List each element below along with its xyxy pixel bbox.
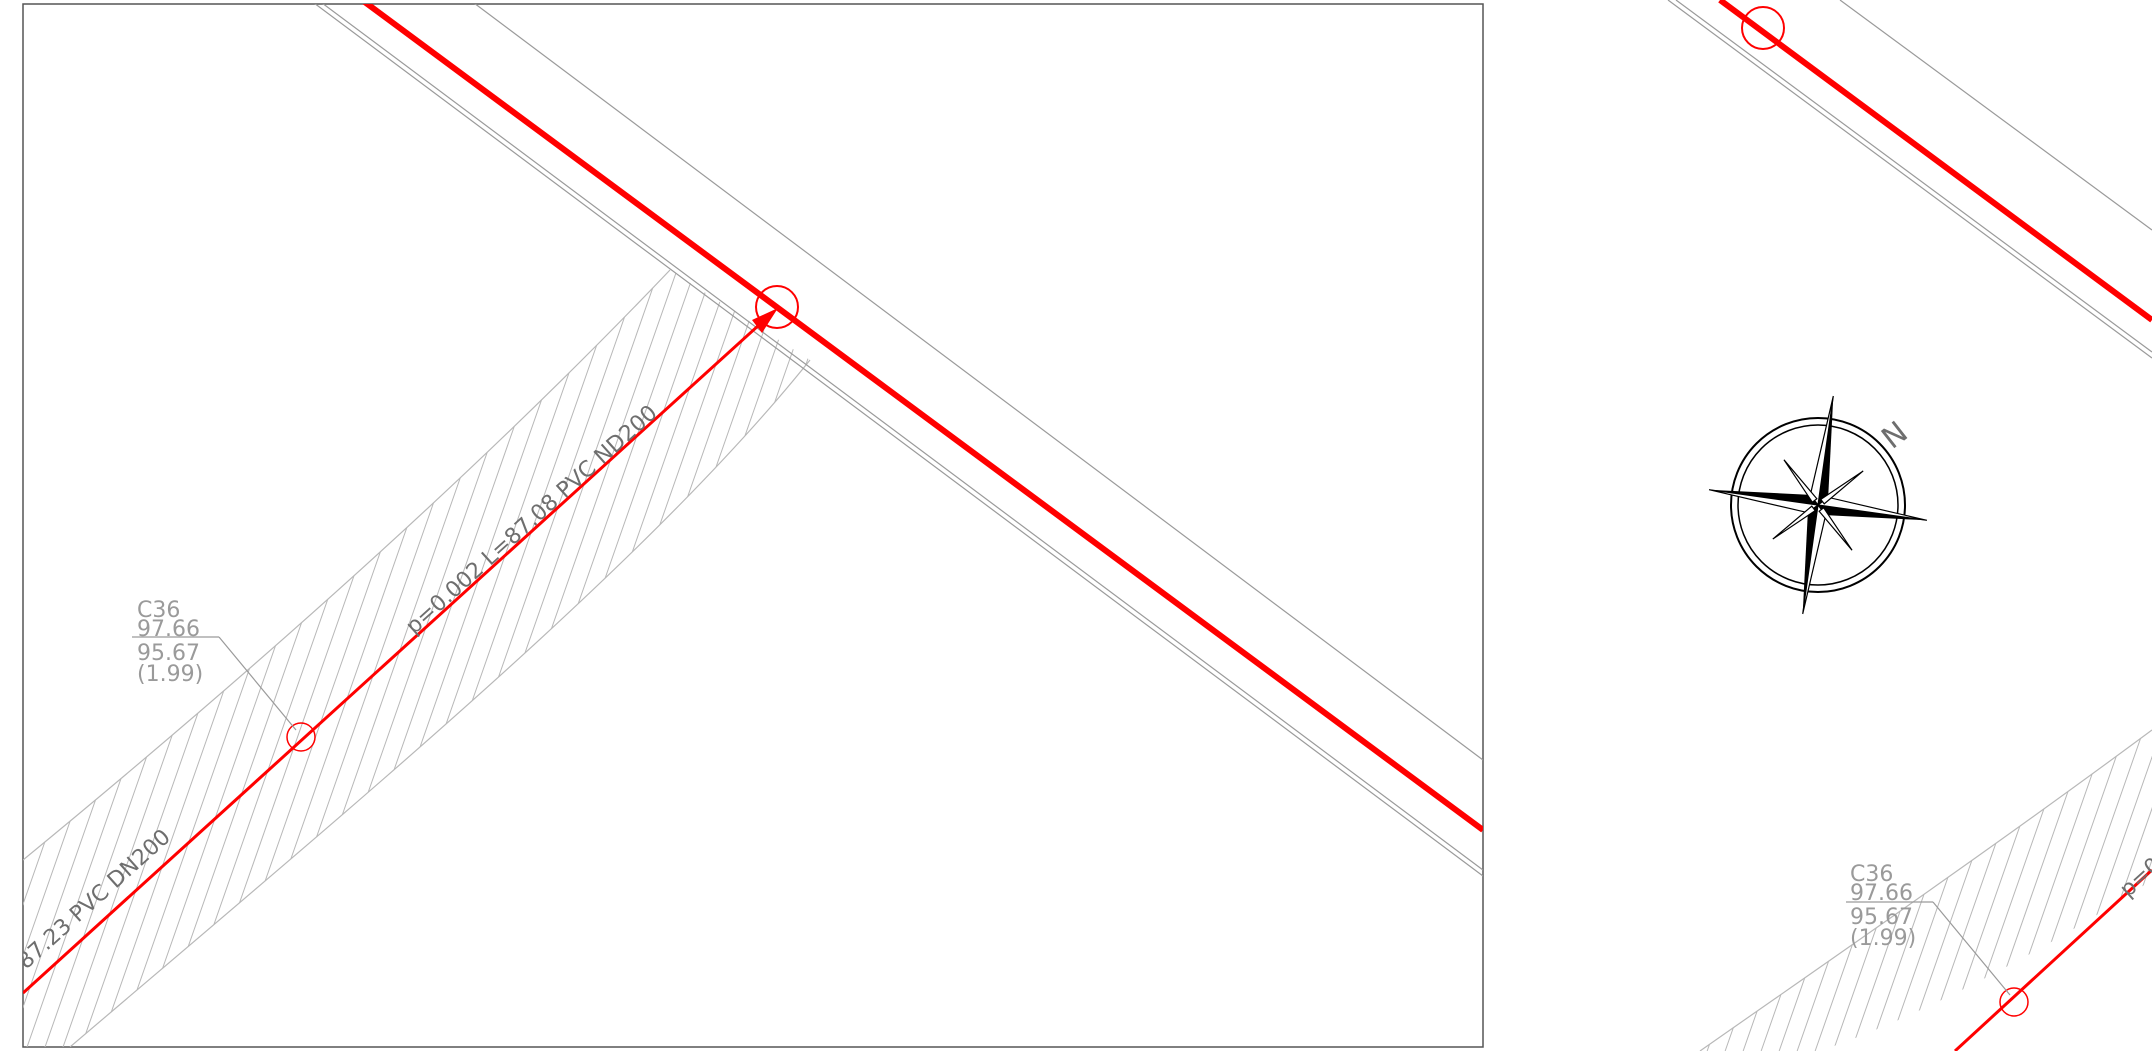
hatch-line bbox=[854, 250, 1134, 1051]
hatch-line bbox=[241, 270, 523, 1047]
manhole-label-c36-right: C36 97.66 95.67 (1.99) bbox=[1850, 862, 1916, 951]
manhole-id-right: C36 bbox=[1850, 862, 1893, 887]
trench-band-edge-lower bbox=[69, 359, 811, 1047]
hatch-line bbox=[475, 270, 757, 1047]
road-edge-upper-right bbox=[1839, 0, 2152, 231]
manhole-id: C36 bbox=[137, 598, 180, 623]
hatch-line bbox=[1886, 730, 2011, 1051]
hatch-line bbox=[457, 270, 739, 1047]
hatch-line bbox=[277, 270, 559, 1047]
hatch-line bbox=[1563, 700, 1686, 1051]
right-viewport: C36 97.66 95.67 (1.99) p=0 bbox=[1527, 0, 2152, 1051]
label-leader-pointer-right bbox=[1932, 901, 2011, 996]
hatch-line bbox=[205, 270, 487, 1047]
hatch-line bbox=[1700, 730, 1759, 1051]
hatch-line bbox=[890, 250, 1170, 1051]
hatch-line bbox=[349, 270, 631, 1047]
hatch-line bbox=[1940, 730, 2065, 1051]
hatch-line bbox=[691, 270, 810, 1047]
hatch-line bbox=[223, 270, 505, 1047]
compass-rose-icon bbox=[1708, 395, 1928, 615]
hatch-line bbox=[908, 250, 1188, 1051]
road-edge-upper bbox=[474, 4, 1483, 761]
hatch-line bbox=[727, 270, 810, 1047]
manhole-depth: (1.99) bbox=[137, 662, 203, 687]
hatch-line bbox=[23, 270, 37, 1047]
hatch-line bbox=[709, 270, 810, 1047]
label-leader-pointer bbox=[218, 636, 297, 731]
road-edge-lower-right-1 bbox=[1675, 0, 2152, 353]
hatch-line bbox=[511, 270, 793, 1047]
hatch-line bbox=[1706, 730, 1831, 1051]
pipe-label-upper: p=0.002 L=87.08 PVC ND200 bbox=[401, 401, 662, 640]
hatch-line bbox=[655, 270, 810, 1047]
branch-pipe-line bbox=[23, 313, 772, 995]
hatch-line bbox=[1545, 700, 1668, 1051]
left-viewport: C36 97.66 95.67 (1.99) p=0.002 L=87.08 P… bbox=[0, 3, 1484, 1051]
hatch-line bbox=[2012, 730, 2137, 1051]
manhole-junction bbox=[755, 285, 799, 329]
hatch-line bbox=[836, 250, 1116, 1051]
hatch-line bbox=[421, 270, 703, 1047]
hatch-line bbox=[781, 270, 810, 1047]
manhole-c36-right bbox=[1999, 987, 2029, 1017]
hatch-line bbox=[1700, 730, 1723, 1051]
trench-band-edge-right bbox=[1699, 729, 2152, 1051]
flow-arrow-head bbox=[752, 308, 778, 333]
hatch-line bbox=[745, 270, 810, 1047]
hatch-line bbox=[331, 270, 613, 1047]
hatch-line bbox=[61, 270, 343, 1047]
hatch-line bbox=[1700, 730, 1705, 1051]
road-edge-lower-1 bbox=[322, 4, 1483, 871]
hatch-line bbox=[295, 270, 577, 1047]
hatch-line bbox=[385, 270, 667, 1047]
road-edge-lower-2 bbox=[314, 4, 1483, 877]
branch-pipe-line-right bbox=[1953, 868, 2152, 1051]
manhole-label-c36: C36 97.66 95.67 (1.99) bbox=[137, 598, 203, 687]
hatch-line bbox=[23, 270, 253, 1047]
manhole-top-level-right: 97.66 bbox=[1850, 881, 1913, 906]
hatched-trench-band-right bbox=[1527, 700, 2152, 1051]
hatch-line bbox=[1958, 730, 2083, 1051]
hatch-line bbox=[403, 270, 685, 1047]
hatch-line bbox=[439, 270, 721, 1047]
hatch-line bbox=[79, 270, 361, 1047]
hatch-line bbox=[313, 270, 595, 1047]
road-edge-lower-right-2 bbox=[1667, 0, 2152, 359]
manhole-c36 bbox=[286, 722, 316, 752]
hatch-line bbox=[872, 250, 1152, 1051]
hatch-line bbox=[583, 270, 810, 1047]
hatch-line bbox=[1742, 730, 1867, 1051]
main-pipe-line bbox=[362, 4, 1483, 833]
manhole-depth-right: (1.99) bbox=[1850, 926, 1916, 951]
hatch-line bbox=[547, 270, 810, 1047]
pipe-label-lower: 87.23 PVC DN200 bbox=[13, 825, 175, 975]
hatch-line bbox=[1700, 730, 1741, 1051]
manhole-invert-level: 95.67 bbox=[137, 641, 200, 666]
hatch-line bbox=[0, 250, 18, 1051]
hatch-line bbox=[1904, 730, 2029, 1051]
north-label: N bbox=[1875, 415, 1914, 456]
hatch-line bbox=[601, 270, 810, 1047]
hatch-line bbox=[799, 270, 810, 1047]
hatch-line bbox=[367, 270, 649, 1047]
hatch-line bbox=[493, 270, 775, 1047]
hatch-line bbox=[1527, 700, 1650, 1051]
hatch-line bbox=[1700, 730, 1777, 1051]
hatch-line bbox=[1724, 730, 1849, 1051]
hatch-line bbox=[169, 270, 451, 1047]
viewport-frame bbox=[22, 3, 1484, 1048]
manhole-invert-level-right: 95.67 bbox=[1850, 905, 1913, 930]
hatch-line bbox=[637, 270, 810, 1047]
main-pipe-line-right bbox=[1718, 0, 2152, 323]
manhole-top-level: 97.66 bbox=[137, 617, 200, 642]
hatch-line bbox=[1976, 730, 2101, 1051]
trench-band-edge-upper bbox=[23, 269, 671, 861]
manhole-top-right bbox=[1741, 6, 1785, 50]
hatch-line bbox=[1700, 730, 1813, 1051]
hatch-line bbox=[565, 270, 810, 1047]
